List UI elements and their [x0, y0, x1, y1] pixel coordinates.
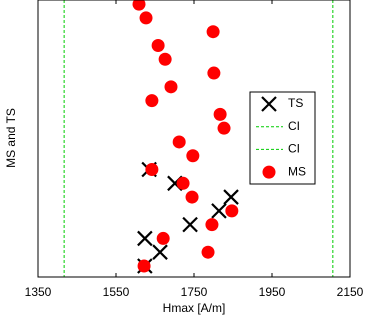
circle-marker — [176, 176, 190, 190]
legend-label: CI — [288, 142, 300, 156]
legend-label: TS — [288, 96, 303, 110]
plot-frame — [37, 0, 351, 278]
legend-label: MS — [288, 164, 306, 178]
circle-marker — [137, 259, 151, 273]
circle-marker — [201, 245, 215, 259]
x-tick-label: 1350 — [25, 285, 52, 299]
circle-marker — [207, 66, 221, 80]
cross-marker — [152, 244, 168, 260]
y-axis-label: MS and TS — [4, 108, 18, 168]
circle-marker — [164, 80, 178, 94]
circle-marker — [145, 94, 159, 108]
x-tick-label: 1950 — [259, 285, 286, 299]
x-tick-label: 1750 — [181, 285, 208, 299]
circle-marker — [151, 38, 165, 52]
legend-symbol — [262, 165, 276, 179]
circle-marker — [225, 204, 239, 218]
circle-marker — [185, 190, 199, 204]
circle-marker — [205, 218, 219, 232]
cross-marker — [211, 203, 227, 219]
x-axis-label: Hmax [A/m] — [163, 301, 226, 315]
legend-label: CI — [288, 119, 300, 133]
circle-marker — [158, 52, 172, 66]
plot-area — [63, 0, 334, 277]
legend-box — [249, 91, 316, 185]
circle-marker — [186, 149, 200, 163]
circle-marker — [206, 25, 220, 39]
circle-marker — [145, 163, 159, 177]
x-tick-label: 2150 — [337, 285, 364, 299]
circle-marker — [139, 11, 153, 25]
cross-marker — [137, 230, 153, 247]
circle-marker — [172, 135, 186, 149]
legend: TS CI CI MS — [249, 91, 316, 185]
legend-symbol — [261, 96, 277, 112]
cross-marker — [182, 216, 198, 233]
circle-marker — [213, 107, 227, 121]
circle-marker — [132, 0, 146, 11]
circle-marker — [156, 231, 170, 245]
x-tick-label: 1550 — [103, 285, 130, 299]
cross-marker — [223, 189, 239, 205]
circle-marker — [217, 121, 231, 135]
